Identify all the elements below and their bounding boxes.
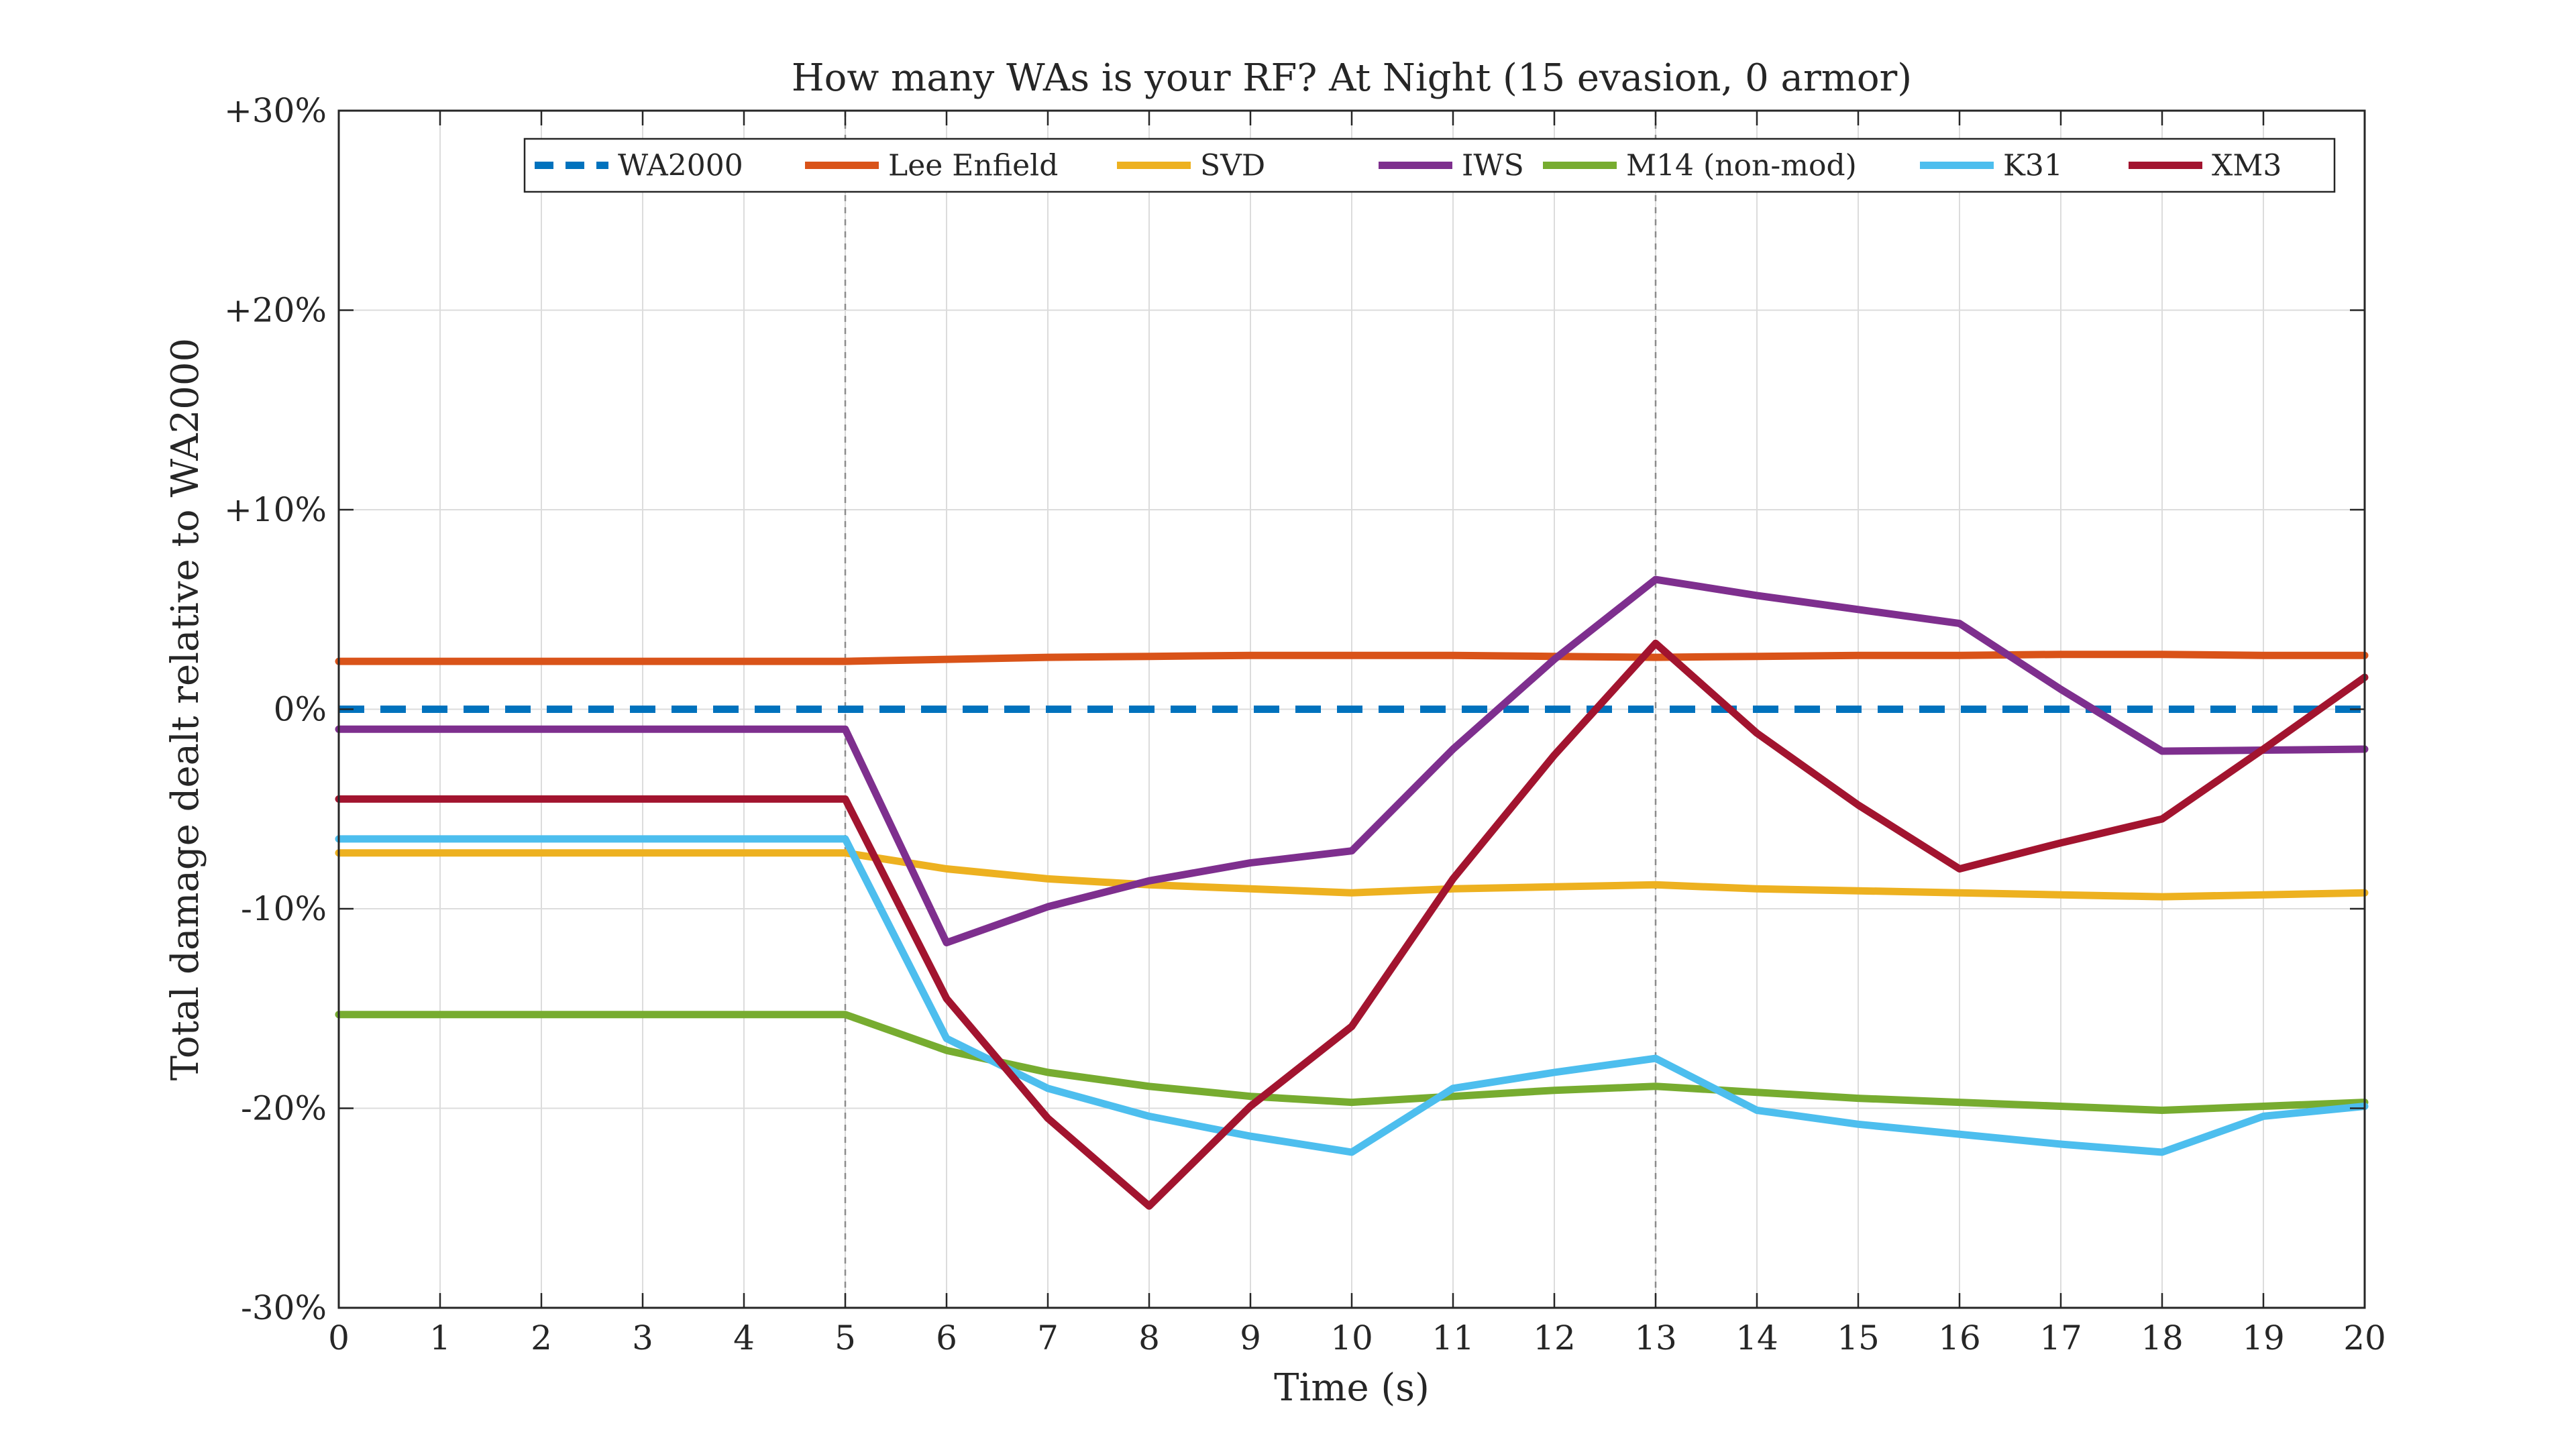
x-tick-label: 17: [2039, 1319, 2082, 1357]
series-lines: [335, 575, 2369, 1210]
x-tick-label: 16: [1938, 1319, 1981, 1357]
legend-label-6: XM3: [2212, 149, 2282, 183]
x-tick-label: 8: [1138, 1319, 1160, 1357]
axis-ticks: 0 1 2 3 4 5 6 7 8 9 10 11 12 13 14 15 16 17 18 19 20-30%-20%…: [224, 91, 2386, 1357]
y-tick-label: +10%: [224, 490, 327, 529]
x-tick-label: 0: [328, 1319, 350, 1357]
legend: WA2000 Lee Enfield SVD IWS M14 (non-mod) K31 X…: [523, 137, 2336, 193]
x-tick-label: 15: [1837, 1319, 1880, 1357]
series-line-2: [335, 849, 2369, 901]
x-tick-label: 10: [1330, 1319, 1373, 1357]
x-axis-title: Time (s): [1274, 1366, 1430, 1410]
x-tick-label: 14: [1735, 1319, 1778, 1357]
y-axis-title: Total damage dealt relative to WA2000: [164, 338, 207, 1080]
series-line-3: [335, 575, 2369, 947]
x-tick-label: 3: [632, 1319, 653, 1357]
x-tick-label: 9: [1240, 1319, 1261, 1357]
series-line-5: [335, 835, 2369, 1156]
y-tick-label: +30%: [224, 91, 327, 130]
legend-label-3: IWS: [1462, 149, 1524, 183]
series-line-4: [335, 1011, 2369, 1114]
legend-label-5: K31: [2003, 149, 2063, 183]
y-tick-label: +20%: [224, 291, 327, 330]
y-tick-label: -10%: [241, 889, 327, 928]
y-tick-label: 0%: [274, 690, 327, 729]
x-tick-label: 1: [429, 1319, 451, 1357]
x-tick-label: 5: [835, 1319, 856, 1357]
chart-title: How many WAs is your RF? At Night (15 ev…: [792, 56, 1912, 100]
x-tick-label: 4: [733, 1319, 755, 1357]
series-line-6: [335, 639, 2369, 1210]
y-tick-label: -20%: [241, 1089, 327, 1128]
x-tick-label: 18: [2141, 1319, 2184, 1357]
legend-label-1: Lee Enfield: [888, 149, 1058, 183]
x-tick-label: 11: [1432, 1319, 1474, 1357]
x-tick-label: 19: [2242, 1319, 2285, 1357]
x-tick-label: 7: [1037, 1319, 1059, 1357]
x-tick-label: 12: [1533, 1319, 1576, 1357]
x-tick-label: 6: [936, 1319, 957, 1357]
legend-label-2: SVD: [1200, 149, 1265, 183]
x-tick-label: 13: [1634, 1319, 1677, 1357]
y-tick-label: -30%: [241, 1288, 327, 1327]
x-tick-label: 2: [531, 1319, 552, 1357]
legend-label-0: WA2000: [618, 149, 743, 183]
legend-label-4: M14 (non-mod): [1626, 149, 1857, 183]
x-tick-label: 20: [2343, 1319, 2386, 1357]
